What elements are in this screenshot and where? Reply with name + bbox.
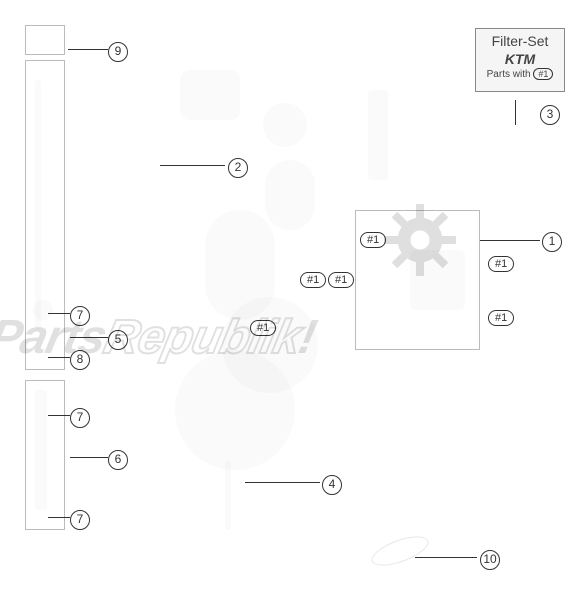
callout-7: 7 (70, 306, 90, 326)
label-plate-part (368, 530, 432, 571)
filter-set-title: Filter-Set (480, 33, 560, 49)
leader-line (480, 240, 540, 241)
filter-set-tag: #1 (533, 68, 553, 80)
part-silhouette (180, 70, 240, 120)
hash-label: #1 (488, 256, 514, 272)
leader-line (70, 457, 108, 458)
callout-3: 3 (540, 105, 560, 125)
filter-set-box: Filter-Set KTM Parts with #1 (475, 28, 565, 92)
callout-2: 2 (228, 158, 248, 178)
leader-line (48, 313, 70, 314)
callout-4: 4 (322, 475, 342, 495)
callout-9: 9 (108, 42, 128, 62)
callout-8: 8 (70, 350, 90, 370)
part-box-6 (25, 380, 65, 530)
part-silhouette (263, 103, 307, 147)
hash-label: #1 (328, 272, 354, 288)
part-silhouette (225, 460, 231, 530)
leader-line (68, 49, 108, 50)
leader-line (515, 100, 516, 125)
filter-set-prefix: Parts with (487, 69, 531, 80)
part-box-9 (25, 25, 65, 55)
filter-set-brand: KTM (480, 51, 560, 67)
callout-10: 10 (480, 550, 500, 570)
part-silhouette (265, 160, 315, 230)
part-silhouette (368, 90, 388, 180)
callout-1: 1 (542, 232, 562, 252)
leader-line (48, 357, 70, 358)
leader-line (48, 517, 70, 518)
leader-line (160, 165, 225, 166)
hash-label: #1 (300, 272, 326, 288)
leader-line (415, 557, 477, 558)
parts-diagram: #1#1#1#1#1#1 1234567778910 Filter-Set KT… (10, 10, 558, 603)
part-box-5 (25, 60, 65, 370)
part-silhouette (175, 350, 295, 470)
leader-line (245, 482, 320, 483)
callout-6: 6 (108, 450, 128, 470)
callout-7: 7 (70, 408, 90, 428)
hash-label: #1 (488, 310, 514, 326)
hash-label: #1 (250, 320, 276, 336)
watermark-gear-icon (380, 200, 460, 285)
filter-set-subtitle: Parts with #1 (480, 69, 560, 80)
callout-5: 5 (108, 330, 128, 350)
callout-7: 7 (70, 510, 90, 530)
leader-line (70, 337, 108, 338)
leader-line (48, 415, 70, 416)
